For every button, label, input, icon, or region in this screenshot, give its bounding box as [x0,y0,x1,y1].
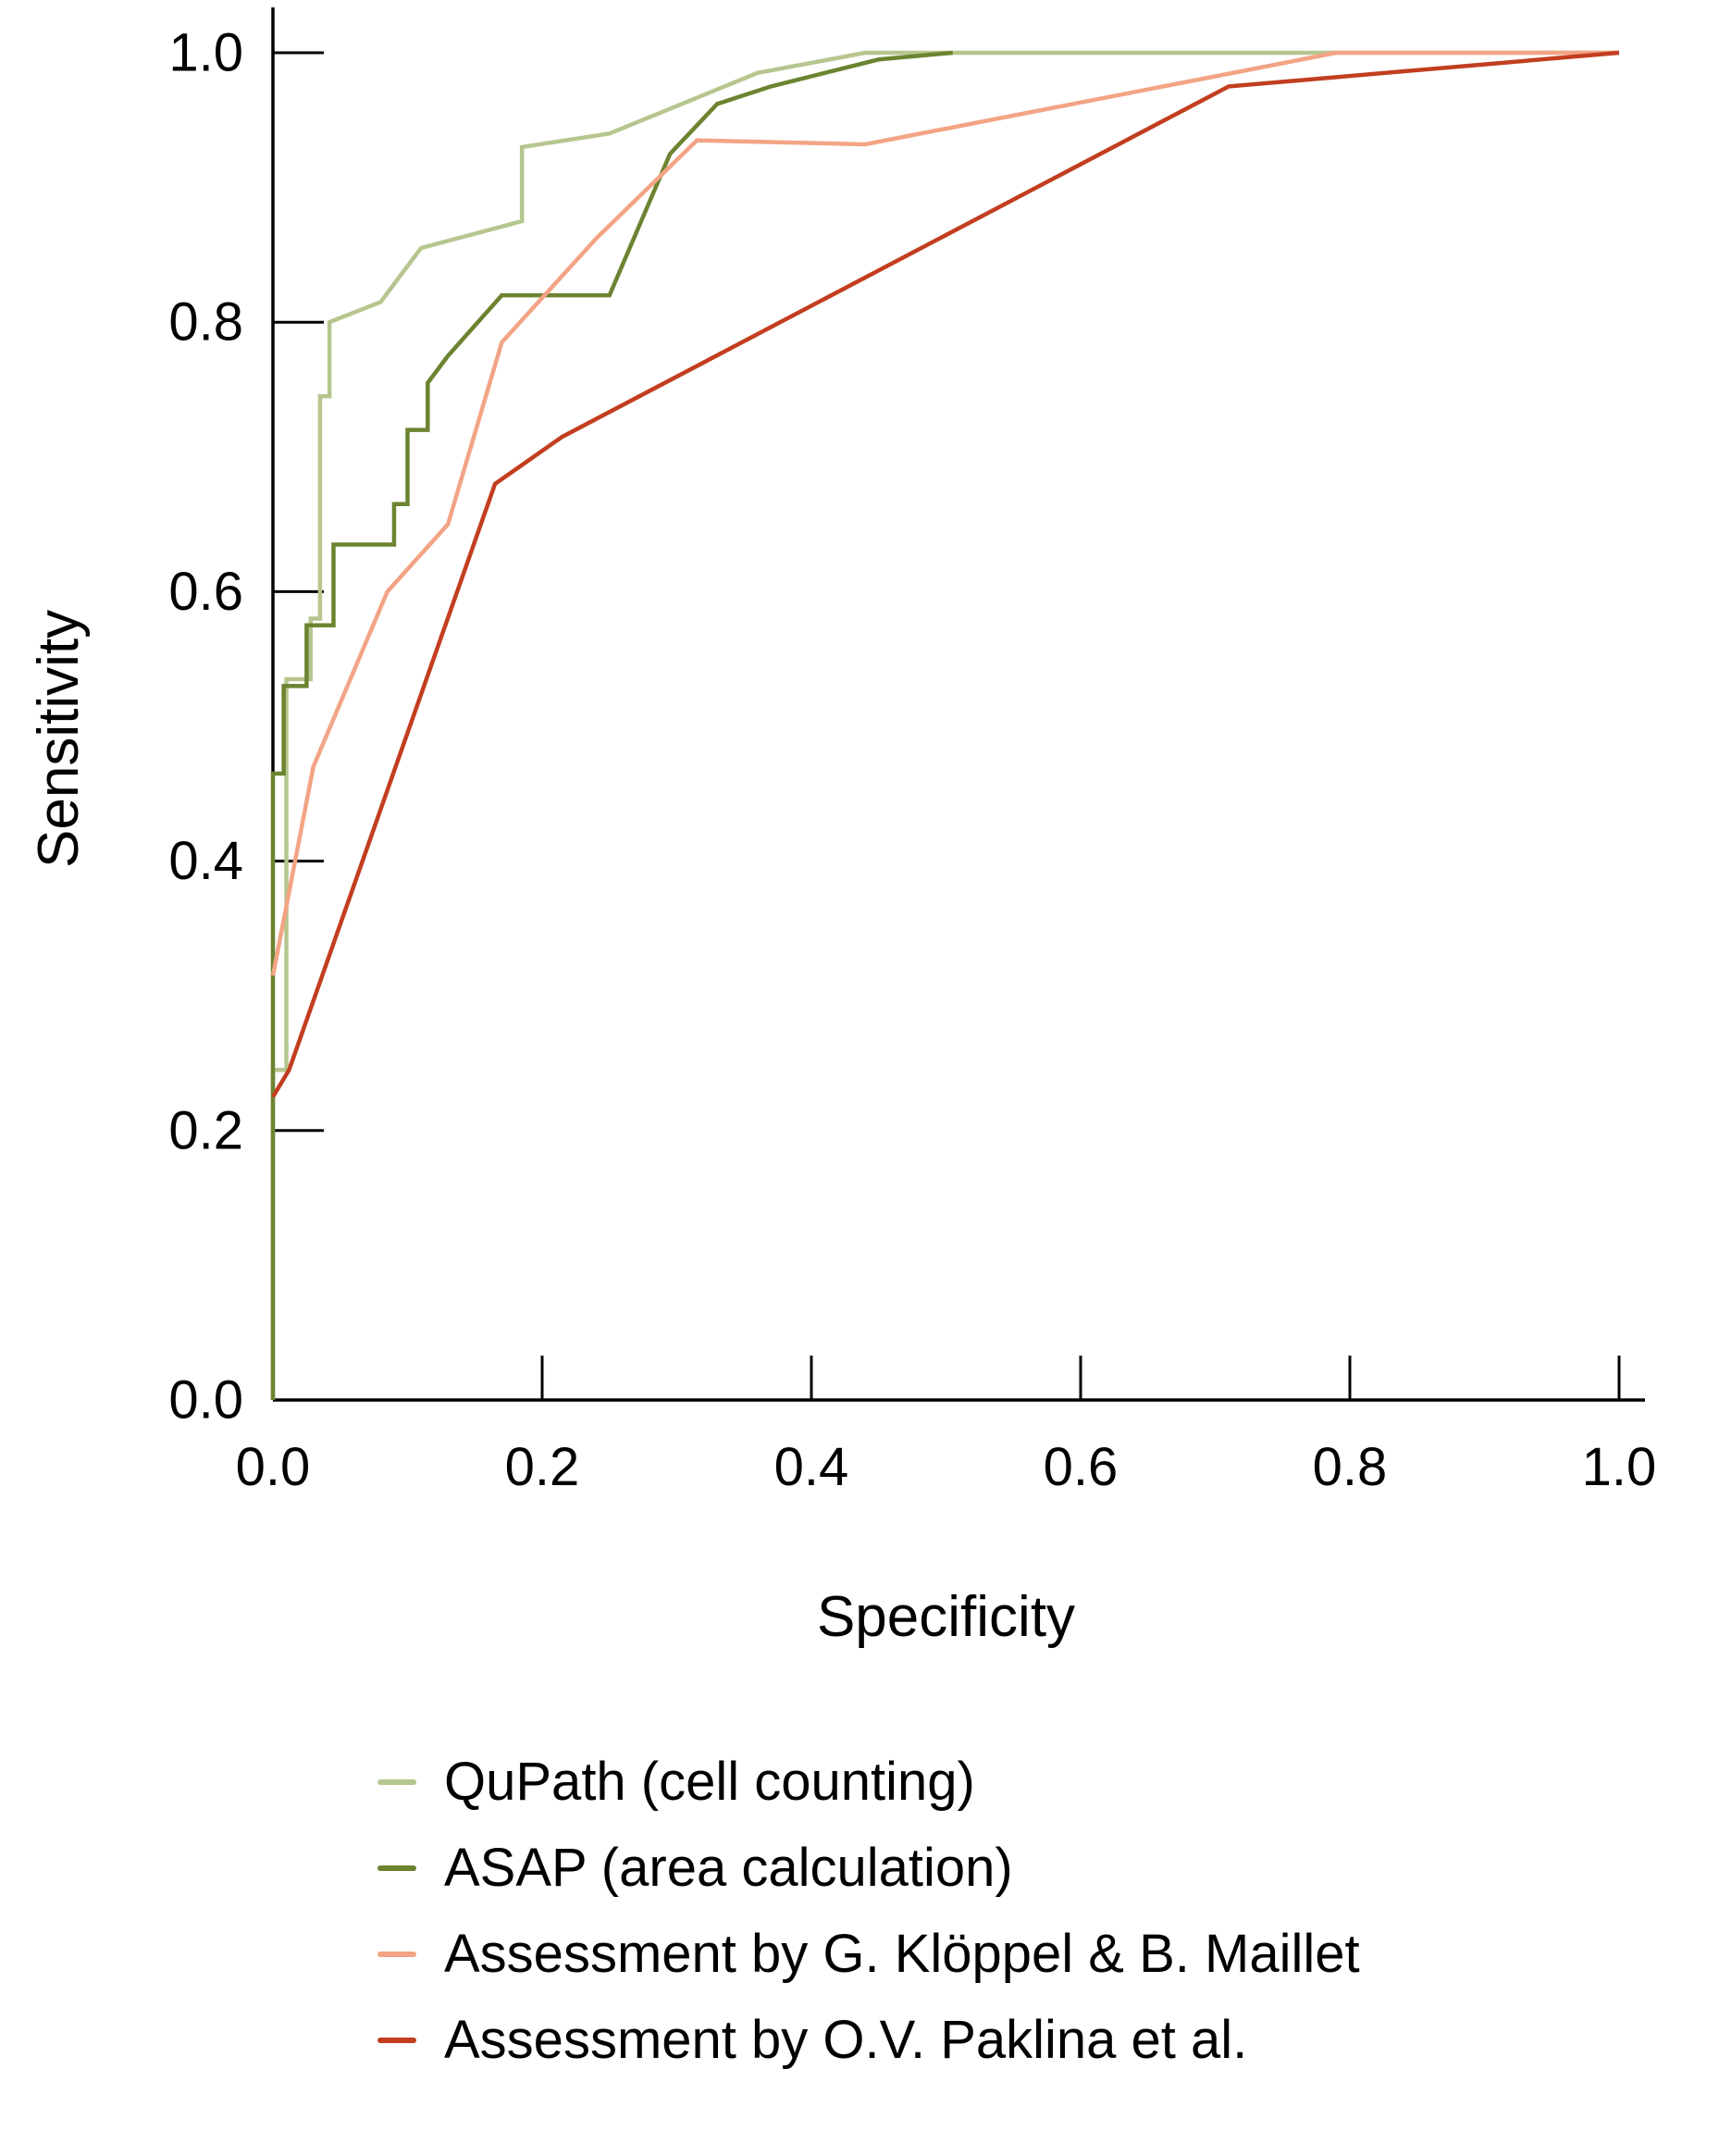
x-tick-label: 0.0 [236,1437,311,1497]
x-tick-label: 1.0 [1582,1437,1657,1497]
legend-swatch-3 [377,2037,416,2043]
legend-swatch-2 [377,1951,416,1957]
x-axis-title: Specificity [816,1585,1076,1649]
series-line-0 [270,50,1619,1400]
legend-label-0: QuPath (cell counting) [444,1752,975,1812]
legend-item-2: Assessment by G. Klöppel & B. Maillet [377,1923,1360,1985]
y-tick-label: 0.0 [168,1370,243,1431]
legend-label-1: ASAP (area calculation) [444,1838,1013,1898]
legend-label-3: Assessment by O.V. Paklina et al. [444,2010,1248,2070]
legend-item-1: ASAP (area calculation) [377,1837,1360,1899]
chart-legend: QuPath (cell counting) ASAP (area calcula… [377,1751,1360,2071]
x-tick-label: 0.4 [774,1437,849,1497]
legend-swatch-0 [377,1778,416,1785]
series-line-1 [270,50,953,1400]
legend-label-2: Assessment by G. Klöppel & B. Maillet [444,1924,1360,1984]
legend-swatch-1 [377,1865,416,1871]
y-axis-title: Sensitivity [27,609,91,868]
legend-item-3: Assessment by O.V. Paklina et al. [377,2009,1360,2071]
x-tick-label: 0.2 [505,1437,580,1497]
roc-chart: 0.0 0.2 0.4 0.6 0.8 1.0 0.0 0.2 0.4 0.6 0.8 1.0 [168,7,1657,1497]
series-line-3 [271,50,1620,1098]
y-tick-label: 0.2 [168,1100,243,1160]
x-tick-label: 0.6 [1044,1437,1119,1497]
x-tick-label: 0.8 [1313,1437,1388,1497]
legend-item-0: QuPath (cell counting) [377,1751,1360,1813]
y-tick-label: 1.0 [168,23,243,83]
y-tick-label: 0.8 [168,292,243,353]
y-tick-label: 0.4 [168,831,243,891]
series-line-2 [270,50,1619,976]
y-tick-label: 0.6 [168,562,243,622]
